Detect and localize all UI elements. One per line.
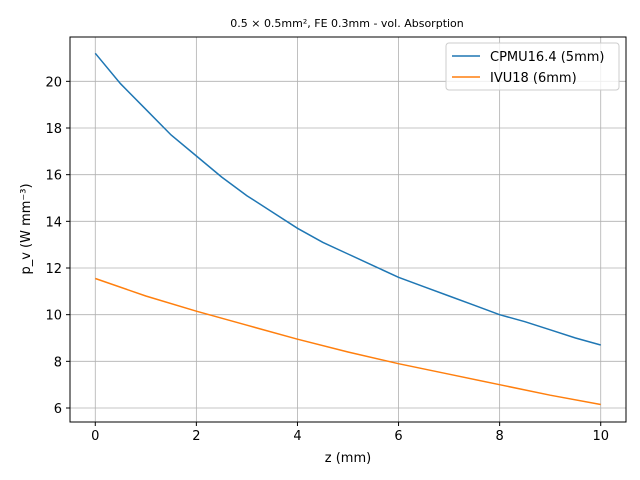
- x-tick-label: 6: [394, 429, 402, 444]
- x-tick-label: 10: [592, 429, 609, 444]
- y-tick-label: 14: [45, 215, 62, 230]
- series-line-1: [95, 277, 601, 406]
- grid-lines: [70, 37, 626, 422]
- axis-ticks: 0 2 4 6 8 10 6 8 10 12 14 16 18 20: [45, 75, 609, 444]
- x-tick-label: 4: [293, 429, 301, 444]
- y-tick-label: 10: [45, 309, 62, 324]
- x-axis-label: z (mm): [325, 451, 371, 466]
- chart-title: 0.5 × 0.5mm², FE 0.3mm - vol. Absorption: [230, 17, 464, 30]
- y-axis-label: p_v (W mm⁻³): [19, 183, 34, 274]
- x-tick-label: 8: [495, 429, 503, 444]
- y-tick-label: 6: [54, 402, 62, 417]
- legend-label-ivu: IVU18 (6mm): [490, 71, 577, 86]
- plot-series: [94, 52, 601, 406]
- x-tick-label: 2: [192, 429, 200, 444]
- y-tick-label: 16: [45, 169, 62, 184]
- legend-label-cpmu: CPMU16.4 (5mm): [490, 50, 604, 65]
- legend-box: [445, 42, 620, 91]
- plot-area-frame: [69, 36, 627, 423]
- y-tick-label: 20: [45, 75, 62, 90]
- series-line-0: [94, 52, 601, 346]
- y-tick-label: 12: [45, 262, 62, 277]
- x-tick-label: 0: [91, 429, 99, 444]
- y-tick-label: 18: [45, 122, 62, 137]
- y-tick-label: 8: [54, 355, 62, 370]
- legend: CPMU16.4 (5mm) IVU18 (6mm): [445, 42, 620, 91]
